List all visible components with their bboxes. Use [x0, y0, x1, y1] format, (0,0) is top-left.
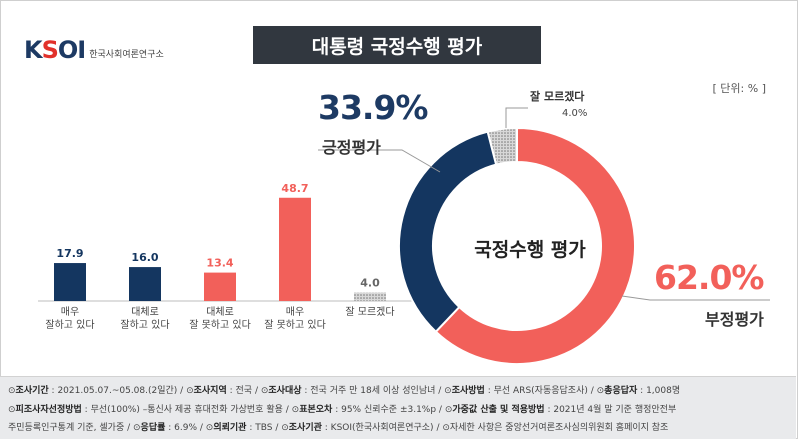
- unit-label: [ 단위: % ]: [712, 82, 766, 95]
- footer-value: 자세한 사항은 중앙선거여론조사심의위원회 홈페이지 참조: [449, 423, 669, 433]
- footer-bullet-icon: ⊙: [596, 386, 605, 396]
- bar-category-label-3: 매우 잘 못하고 있다: [264, 306, 326, 331]
- positive-percent: 33.9%: [318, 88, 428, 127]
- footer-key: 응답률: [140, 423, 166, 433]
- footer-separator: /: [252, 386, 261, 396]
- footer-separator: /: [272, 423, 282, 433]
- footer-bullet-icon: ⊙: [205, 423, 214, 433]
- leader-dont-know: [505, 107, 528, 128]
- footer-key: 조사지역: [193, 386, 227, 396]
- bar-category-label-0: 매우 잘하고 있다: [45, 306, 94, 331]
- footer-separator: /: [433, 423, 443, 433]
- bar-value-label-3: 48.7: [281, 182, 308, 195]
- footer-value: TBS: [255, 423, 273, 433]
- footer-value: 2021년 4월 말 기준 행정안전부: [553, 405, 677, 415]
- logo-subtitle: 한국사회여론연구소: [89, 49, 164, 60]
- footer-separator: /: [177, 386, 187, 396]
- footer-line-1: ⊙조사기간 : 2021.05.07.~05.08.(2일간) / ⊙조사지역 …: [8, 386, 681, 396]
- footer-bullet-icon: ⊙: [133, 423, 141, 433]
- footer-value: 전국: [235, 386, 253, 396]
- footer-separator: /: [124, 423, 133, 433]
- bar-value-label-2: 13.4: [206, 257, 233, 270]
- footer-separator: /: [282, 405, 292, 415]
- footer-bullet-icon: ⊙: [8, 405, 16, 415]
- dont-know-label: 잘 모르겠다: [530, 90, 585, 103]
- footer-line-2: ⊙피조사자선정방법 : 무선(100%) –통신사 제공 휴대전화 가상번호 활…: [8, 405, 677, 415]
- donut-slice-2: [434, 126, 636, 365]
- bar-3: [279, 197, 311, 301]
- bar-0: [54, 263, 86, 301]
- footer-value: 무선 ARS(자동응답조사): [493, 386, 588, 396]
- chart-title: 대통령 국정수행 평가: [253, 26, 541, 64]
- footer-key: 조사기관: [288, 423, 322, 433]
- footer-bullet-icon: ⊙: [444, 405, 453, 415]
- footer-separator: /: [197, 423, 206, 433]
- footer-value: 2021.05.07.~05.08.(2일간): [57, 386, 178, 396]
- bar-category-label-4: 잘 모르겠다: [345, 306, 394, 318]
- footer-bullet-icon: ⊙: [260, 386, 269, 396]
- positive-label: 긍정평가: [322, 138, 381, 157]
- ksoi-logo: KSOI 한국사회여론연구소: [24, 36, 164, 64]
- donut-slice-0: [398, 130, 498, 334]
- footer-key: 조사기간: [15, 386, 49, 396]
- donut-center-label: 국정수행 평가: [474, 239, 586, 261]
- footer-value: 무선(100%) –통신사 제공 휴대전화 가상번호 활용: [90, 405, 283, 415]
- footer-key: 조사대상: [268, 386, 302, 396]
- footer-key: 표본오차: [299, 405, 333, 415]
- leader-negative: [621, 295, 770, 301]
- negative-label: 부정평가: [705, 310, 764, 329]
- footer-separator: /: [436, 405, 445, 415]
- footer-bullet-icon: ⊙: [291, 405, 300, 415]
- bar-2: [204, 272, 236, 301]
- footer-key: 피조사자선정방법: [15, 405, 82, 415]
- dont-know-percent: 4.0%: [562, 108, 588, 119]
- footer-key: 총응답자: [604, 386, 638, 396]
- footer-value: KSOI(한국사회여론연구소): [330, 423, 434, 433]
- footer-key: 조사방법: [451, 386, 485, 396]
- bar-category-label-2: 대체로 잘 못하고 있다: [189, 306, 251, 331]
- leader-positive: [318, 149, 441, 173]
- footer-separator: /: [435, 386, 445, 396]
- bar-value-label-1: 16.0: [131, 251, 158, 264]
- footer-bullet-icon: ⊙: [442, 423, 450, 433]
- footer-value: 전국 거주 만 18세 이상 성인남녀: [310, 386, 436, 396]
- footer-key: 의뢰기관: [213, 423, 247, 433]
- footer-line-3: 주민등록인구통계 기준, 셀가중 / ⊙응답률 : 6.9% / ⊙의뢰기관 :…: [8, 423, 669, 433]
- footer-separator: /: [587, 386, 597, 396]
- bar-chart: 17.9 매우 잘하고 있다 16.0 대체로 잘하고 있다 13.4 대체로 잘 못하고 있다…: [38, 182, 430, 331]
- bar-4: [354, 292, 386, 301]
- footer-bullet-icon: ⊙: [8, 386, 16, 396]
- bar-value-label-0: 17.9: [56, 247, 83, 260]
- bar-value-label-4: 4.0: [360, 277, 380, 290]
- footer-value: 주민등록인구통계 기준, 셀가중: [8, 423, 125, 433]
- logo-mark: KSOI: [24, 36, 86, 64]
- footer-value: 95% 신뢰수준 ±3.1%p: [341, 405, 437, 415]
- footer-bullet-icon: ⊙: [444, 386, 452, 396]
- donut-chart: [318, 107, 770, 365]
- bar-category-label-1: 대체로 잘하고 있다: [120, 306, 169, 331]
- bar-1: [129, 267, 161, 301]
- footer-value: 6.9%: [174, 423, 198, 433]
- footer-bullet-icon: ⊙: [281, 423, 289, 433]
- footer-bullet-icon: ⊙: [186, 386, 194, 396]
- footer-value: 1,008명: [646, 386, 681, 396]
- footer-key: 가중값 산출 및 적용방법: [452, 405, 545, 415]
- survey-footer: ⊙조사기간 : 2021.05.07.~05.08.(2일간) / ⊙조사지역 …: [0, 376, 796, 439]
- negative-percent: 62.0%: [654, 258, 764, 297]
